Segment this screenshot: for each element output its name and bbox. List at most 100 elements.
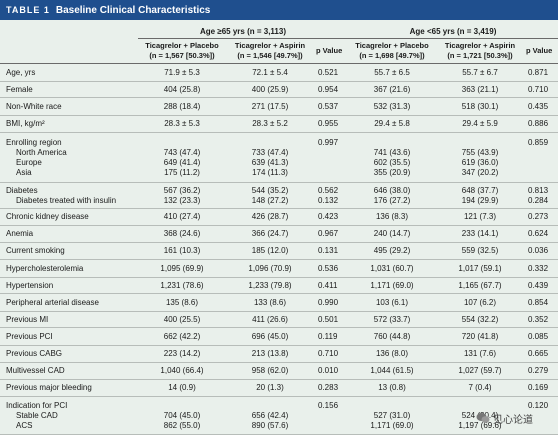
cell-value: 0.279 xyxy=(528,366,549,375)
cell-young-placebo: 646 (38.0) 176 (27.2) xyxy=(348,182,436,209)
row-label-cell: Previous MI xyxy=(0,311,138,328)
table-row: Enrolling region North America Europe Asia 7… xyxy=(0,132,558,183)
table-body: Age, yrs 71.9 ± 5.3 72.1 ± 5.4 0.521 55.7 ± … xyxy=(0,63,558,435)
cell-pvalue-old: 0.990 xyxy=(314,293,348,312)
table-row: Previous PCI 662 (42.2) 696 (45.0) 0.119 760… xyxy=(0,327,558,346)
cell-value: 0.813 xyxy=(528,185,549,195)
cell-value: 135 (8.6) xyxy=(165,297,199,307)
row-label: Indication for PCI xyxy=(6,400,68,410)
cell-value: 648 (37.7) xyxy=(461,185,499,195)
cell-value xyxy=(318,411,346,421)
cell-young-aspirin: 131 (7.6) xyxy=(436,345,524,363)
cell-value: 0.871 xyxy=(528,67,549,77)
cell-value: 185 (12.0) xyxy=(251,246,289,255)
cell-value: 28.3 ± 5.2 xyxy=(252,119,288,128)
table-row: Non-White race 288 (18.4) 271 (17.5) 0.537 5… xyxy=(0,97,558,116)
cell-young-placebo: 1,031 (60.7) xyxy=(348,259,436,278)
cell-value: 0.439 xyxy=(528,280,549,290)
row-label-cell: Hypercholesterolemia xyxy=(0,259,138,278)
cell-value xyxy=(318,168,346,178)
cell-value: 0.859 xyxy=(528,137,549,147)
cell-old-aspirin: 1,233 (79.8) xyxy=(226,277,314,294)
cell-pvalue-old: 0.521 xyxy=(314,63,348,82)
row-label: Chronic kidney disease xyxy=(6,212,89,221)
cell-young-aspirin: 107 (6.2) xyxy=(436,293,524,312)
cell-value: 0.997 xyxy=(318,137,339,147)
cell-value: 544 (35.2) xyxy=(251,185,289,195)
cell-value: 559 (32.5) xyxy=(461,246,499,255)
cell-value: 0.036 xyxy=(528,246,549,255)
cell-value: 103 (6.1) xyxy=(375,297,409,307)
cell-value: 0.665 xyxy=(528,349,549,358)
cell-young-placebo: 240 (14.7) xyxy=(348,225,436,243)
row-label: Diabetes xyxy=(6,185,38,195)
cell-young-aspirin: 363 (21.1) xyxy=(436,81,524,98)
table-row: Current smoking 161 (10.3) 185 (12.0) 0.131… xyxy=(0,242,558,260)
cell-pvalue-young: 0.273 xyxy=(524,208,558,226)
cell-value: 0.119 xyxy=(318,331,338,341)
cell-old-placebo: 161 (10.3) xyxy=(138,242,226,260)
cell-value: 176 (27.2) xyxy=(373,195,411,205)
col-header-young-placebo: Ticagrelor + Placebo (n = 1,698 [49.7%]) xyxy=(348,39,436,64)
cell-young-aspirin: 755 (43.9) 619 (36.0) 347 (20.2) xyxy=(436,132,524,183)
cell-old-aspirin: 411 (26.6) xyxy=(226,311,314,328)
cell-pvalue-young: 0.710 xyxy=(524,81,558,98)
cell-value: 347 (20.2) xyxy=(461,167,499,177)
cell-value: 174 (11.3) xyxy=(252,167,288,177)
cell-value: 1,096 (70.9) xyxy=(248,263,292,273)
cell-young-placebo: 136 (8.0) xyxy=(348,345,436,363)
cell-value: 161 (10.3) xyxy=(163,246,201,255)
cell-value: 0.854 xyxy=(528,297,549,307)
cell-value: 0.536 xyxy=(318,263,339,273)
cell-value xyxy=(528,158,556,168)
cell-old-aspirin: 733 (47.4) 639 (41.3) 174 (11.3) xyxy=(226,132,314,183)
cell-pvalue-old: 0.536 xyxy=(314,259,348,278)
row-label-cell: Hypertension xyxy=(0,277,138,294)
cell-value: 148 (27.2) xyxy=(251,195,289,205)
cell-value: 1,231 (78.6) xyxy=(160,280,204,290)
cell-pvalue-young: 0.352 xyxy=(524,311,558,328)
cell-pvalue-young: 0.085 xyxy=(524,327,558,346)
cell-value: 13 (0.8) xyxy=(378,383,406,392)
wechat-icon xyxy=(476,413,490,423)
row-label-cell: Diabetes Diabetes treated with insulin xyxy=(0,182,138,209)
cell-young-placebo: 103 (6.1) xyxy=(348,293,436,312)
cell-value: 0.132 xyxy=(318,195,339,205)
cell-pvalue-old: 0.537 xyxy=(314,97,348,116)
cell-value: 720 (41.8) xyxy=(461,331,499,341)
cell-value: 55.7 ± 6.7 xyxy=(462,67,498,77)
cell-pvalue-old: 0.423 xyxy=(314,208,348,226)
cell-pvalue-old: 0.119 xyxy=(314,327,348,346)
cell-value: 0.886 xyxy=(528,119,549,128)
cell-old-placebo: 704 (45.0) 862 (55.0) xyxy=(138,396,226,435)
row-label: Female xyxy=(6,84,33,94)
cell-value: 1,233 (79.8) xyxy=(248,280,292,290)
row-label: ACS xyxy=(16,420,33,430)
cell-young-placebo: 572 (33.7) xyxy=(348,311,436,328)
cell-value: 890 (57.6) xyxy=(251,420,289,430)
cell-value: 410 (27.4) xyxy=(163,212,201,221)
cell-pvalue-young: 0.886 xyxy=(524,115,558,133)
cell-value: 572 (33.7) xyxy=(373,314,411,324)
cell-young-placebo: 1,044 (61.5) xyxy=(348,362,436,380)
cell-value: 495 (29.2) xyxy=(373,246,411,255)
col-header-young-aspirin: Ticagrelor + Aspirin (n = 1,721 [50.3%]) xyxy=(436,39,524,64)
cell-value: 71.9 ± 5.3 xyxy=(164,67,200,77)
cell-old-aspirin: 544 (35.2) 148 (27.2) xyxy=(226,182,314,209)
row-label: Europe xyxy=(16,157,42,167)
col-header-old-aspirin: Ticagrelor + Aspirin (n = 1,546 [49.7%]) xyxy=(226,39,314,64)
cell-value: 527 (31.0) xyxy=(373,410,411,420)
cell-value xyxy=(318,421,346,431)
cell-value: 0.710 xyxy=(318,349,339,358)
cell-value: 741 (43.6) xyxy=(373,147,411,157)
cell-value xyxy=(528,148,556,158)
cell-value: 240 (14.7) xyxy=(373,229,411,238)
cell-value: 743 (47.4) xyxy=(163,147,201,157)
cell-pvalue-young: 0.279 xyxy=(524,362,558,380)
cell-old-placebo: 28.3 ± 5.3 xyxy=(138,115,226,133)
cell-value: 958 (62.0) xyxy=(251,366,289,375)
clinical-table: Age ≥65 yrs (n = 3,113) Age <65 yrs (n =… xyxy=(0,20,558,435)
cell-pvalue-old: 0.131 xyxy=(314,242,348,260)
cell-old-aspirin: 271 (17.5) xyxy=(226,97,314,116)
cell-value: 29.4 ± 5.8 xyxy=(374,119,410,128)
